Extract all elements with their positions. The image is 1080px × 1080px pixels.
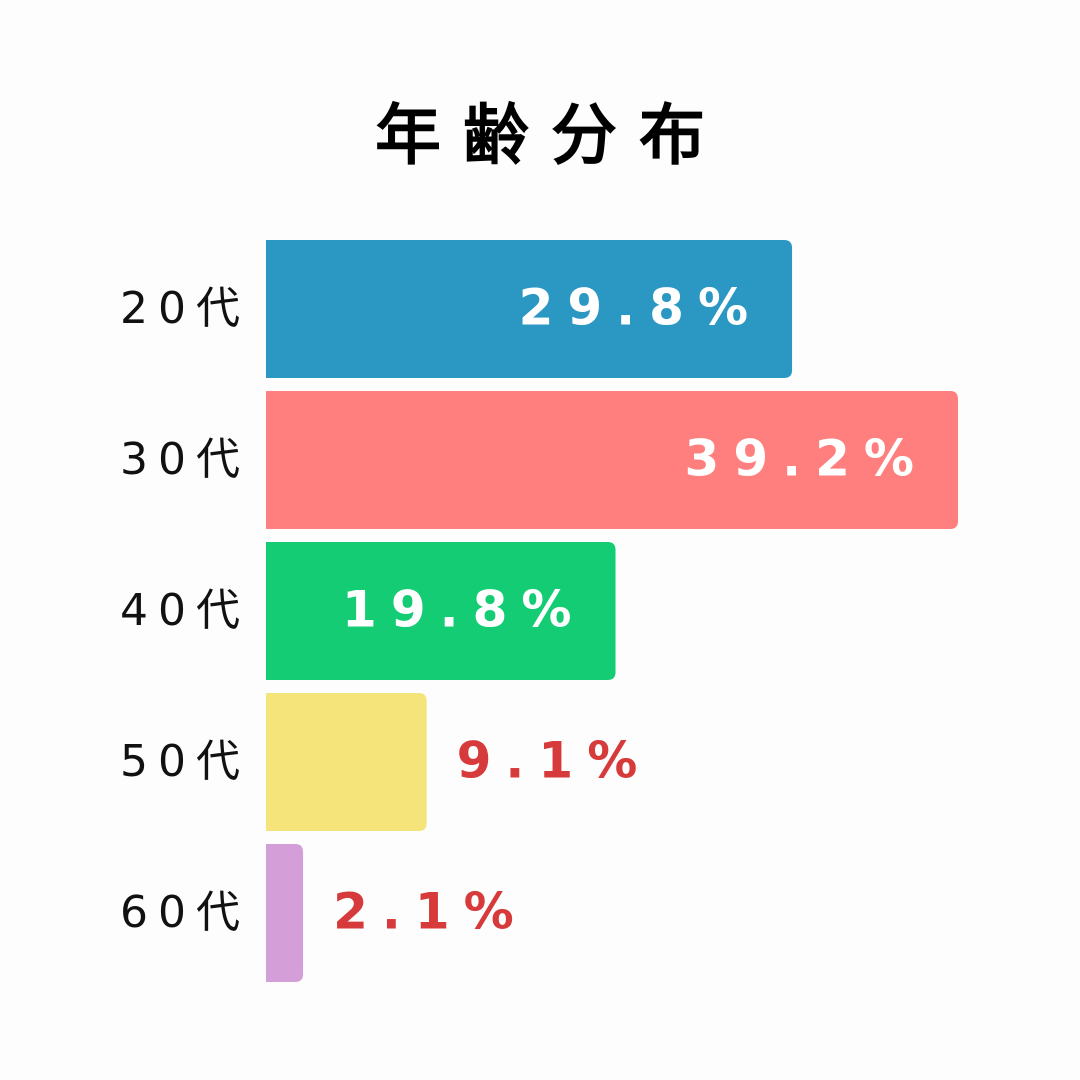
bar — [266, 240, 793, 378]
category-label: 60代 — [120, 887, 250, 938]
category-label: 50代 — [120, 736, 250, 787]
bar — [266, 542, 616, 680]
bar — [266, 844, 304, 982]
value-label: 9.1% — [457, 732, 652, 790]
category-label: 40代 — [120, 585, 250, 636]
category-label: 30代 — [120, 434, 250, 485]
bar — [266, 391, 958, 529]
value-label: 39.2% — [685, 430, 928, 488]
chart-title: 年齢分布 — [375, 97, 727, 174]
category-label: 20代 — [120, 283, 250, 334]
bar — [266, 693, 427, 831]
value-label: 29.8% — [519, 279, 762, 337]
value-label: 19.8% — [342, 581, 585, 639]
value-label: 2.1% — [333, 883, 528, 941]
